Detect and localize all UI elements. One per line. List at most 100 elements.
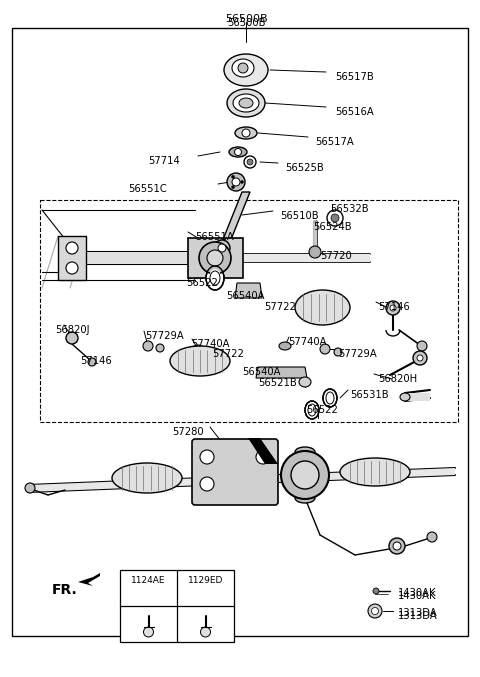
Text: 56517B: 56517B — [335, 72, 374, 82]
Circle shape — [199, 242, 231, 274]
Circle shape — [240, 181, 243, 183]
Circle shape — [244, 156, 256, 168]
Circle shape — [235, 148, 241, 156]
Text: 1430AK: 1430AK — [398, 588, 436, 598]
Circle shape — [413, 351, 427, 365]
Text: 56532B: 56532B — [330, 204, 369, 214]
Circle shape — [256, 450, 270, 464]
Text: 56540A: 56540A — [242, 367, 280, 377]
Circle shape — [242, 129, 250, 137]
Text: 56500B: 56500B — [227, 18, 265, 28]
Ellipse shape — [206, 266, 224, 290]
Circle shape — [66, 332, 78, 344]
Bar — [40, 200, 458, 422]
Text: 1129ED: 1129ED — [188, 576, 223, 585]
Ellipse shape — [239, 98, 253, 108]
Text: 56820J: 56820J — [55, 325, 89, 335]
Text: 56522: 56522 — [306, 405, 338, 415]
Text: 1313DA: 1313DA — [398, 611, 438, 621]
Circle shape — [231, 175, 235, 178]
Polygon shape — [235, 283, 262, 298]
Ellipse shape — [224, 54, 268, 86]
Circle shape — [389, 538, 405, 554]
Ellipse shape — [326, 392, 334, 404]
Ellipse shape — [232, 59, 254, 77]
Text: 1430AK: 1430AK — [398, 591, 436, 601]
Polygon shape — [78, 573, 100, 586]
Circle shape — [331, 214, 339, 222]
Circle shape — [66, 262, 78, 274]
Ellipse shape — [229, 147, 247, 157]
Circle shape — [368, 604, 382, 618]
Ellipse shape — [209, 269, 221, 287]
Bar — [58, 236, 86, 280]
Bar — [12, 28, 468, 636]
Text: 56521B: 56521B — [258, 378, 297, 388]
Text: 57729A: 57729A — [145, 331, 184, 341]
Polygon shape — [248, 438, 278, 464]
Text: 56517A: 56517A — [315, 137, 354, 147]
Ellipse shape — [279, 342, 291, 350]
Circle shape — [25, 483, 35, 493]
Bar — [62, 252, 195, 264]
Circle shape — [393, 542, 401, 550]
Circle shape — [207, 250, 223, 266]
Polygon shape — [218, 192, 250, 252]
Circle shape — [320, 344, 330, 354]
Circle shape — [66, 242, 78, 254]
Text: 56525B: 56525B — [285, 163, 324, 173]
Circle shape — [227, 173, 245, 191]
Text: 56820H: 56820H — [378, 374, 417, 384]
Text: 56510B: 56510B — [280, 211, 319, 221]
Ellipse shape — [299, 377, 311, 387]
Ellipse shape — [233, 94, 259, 112]
Text: 1313DA: 1313DA — [398, 608, 438, 618]
Ellipse shape — [323, 389, 337, 407]
Circle shape — [247, 159, 253, 165]
Text: 56551A: 56551A — [195, 232, 234, 242]
Bar — [200, 254, 370, 262]
Circle shape — [334, 348, 342, 356]
Circle shape — [214, 240, 230, 256]
Polygon shape — [256, 367, 307, 378]
Text: 57280: 57280 — [172, 427, 204, 437]
Text: 57740A: 57740A — [288, 337, 326, 347]
Circle shape — [200, 450, 214, 464]
Circle shape — [281, 451, 329, 499]
Ellipse shape — [340, 458, 410, 486]
Circle shape — [373, 588, 379, 594]
Circle shape — [386, 301, 400, 315]
Ellipse shape — [170, 346, 230, 376]
Text: 56540A: 56540A — [226, 291, 264, 301]
Ellipse shape — [227, 89, 265, 117]
Text: FR.: FR. — [52, 583, 78, 597]
Bar — [188, 238, 243, 278]
Circle shape — [309, 246, 321, 258]
Bar — [405, 393, 430, 401]
Text: 56516A: 56516A — [335, 107, 374, 117]
Text: 56531B: 56531B — [350, 390, 389, 400]
Text: 57729A: 57729A — [338, 349, 377, 359]
Circle shape — [427, 532, 437, 542]
Text: 1124AE: 1124AE — [131, 576, 166, 585]
Ellipse shape — [295, 493, 315, 503]
Ellipse shape — [112, 463, 182, 493]
Text: 57720: 57720 — [320, 251, 352, 261]
Text: 57722: 57722 — [212, 349, 244, 359]
Text: 56522: 56522 — [186, 278, 218, 288]
Ellipse shape — [192, 345, 204, 353]
Circle shape — [200, 477, 214, 491]
Text: 56524B: 56524B — [313, 222, 352, 232]
Circle shape — [417, 355, 423, 361]
Circle shape — [238, 63, 248, 73]
Text: 57722: 57722 — [264, 302, 296, 312]
Circle shape — [327, 210, 343, 226]
Text: 57740A: 57740A — [191, 339, 229, 349]
Circle shape — [231, 185, 235, 189]
Circle shape — [417, 341, 427, 351]
FancyBboxPatch shape — [192, 439, 278, 505]
Ellipse shape — [295, 290, 350, 325]
Text: 57146: 57146 — [80, 356, 112, 366]
Text: 56551C: 56551C — [128, 184, 167, 194]
Circle shape — [144, 627, 154, 637]
